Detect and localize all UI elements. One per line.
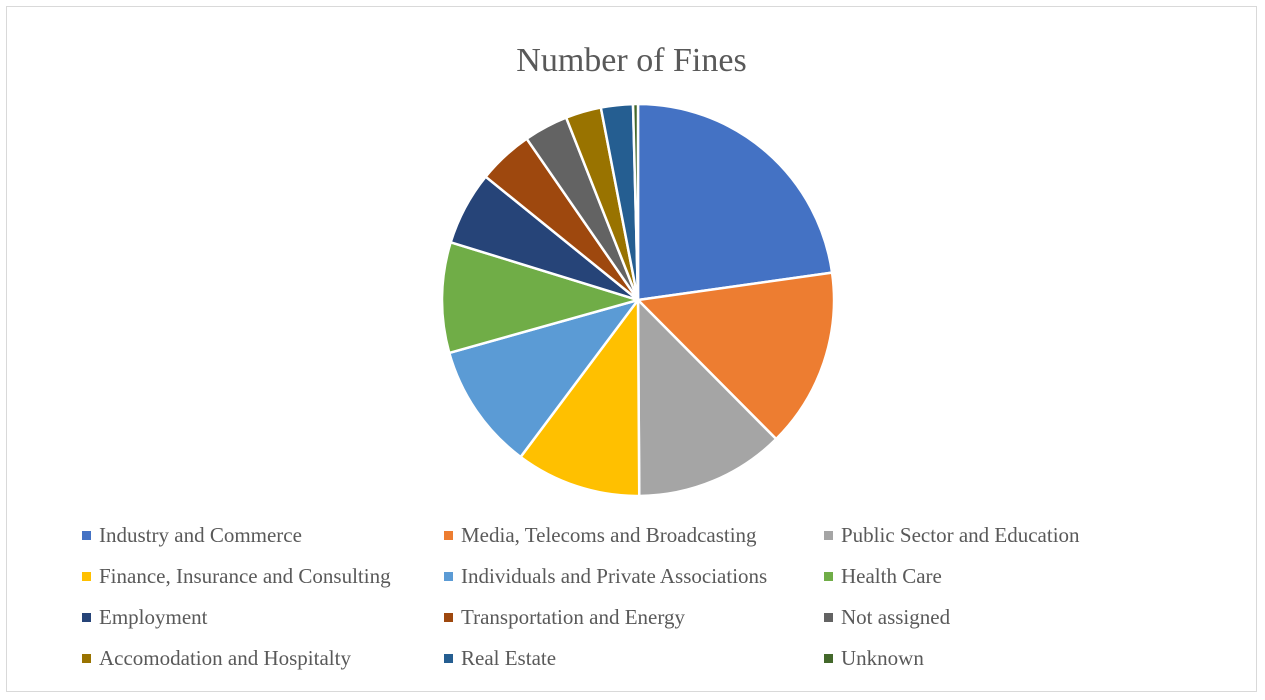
pie-slice-public-sector-and-education	[636, 298, 778, 498]
pie-slice-industry-and-commerce	[636, 102, 834, 302]
legend-label: Individuals and Private Associations	[461, 564, 768, 588]
chart-frame: Number of Fines Industry and Commerce Med…	[6, 6, 1257, 692]
legend-label: Unknown	[841, 646, 924, 670]
legend-swatch	[824, 653, 833, 663]
legend-item-transportation-and-energy: Transportation and Energy	[444, 605, 685, 629]
legend-label: Finance, Insurance and Consulting	[99, 564, 391, 588]
legend-item-individuals-and-private-associations: Individuals and Private Associations	[444, 564, 767, 588]
legend-item-health-care: Health Care	[824, 564, 942, 588]
legend-item-unknown: Unknown	[824, 646, 924, 670]
legend-swatch	[444, 612, 453, 622]
legend-swatch	[82, 653, 91, 663]
pie-slice-health-care	[440, 241, 640, 355]
legend-item-not-assigned: Not assigned	[824, 605, 950, 629]
legend-label: Public Sector and Education	[841, 523, 1080, 547]
legend-swatch	[824, 571, 833, 581]
legend-label: Health Care	[841, 564, 942, 588]
legend-item-finance-insurance-and-consulting: Finance, Insurance and Consulting	[82, 564, 391, 588]
pie-chart	[440, 102, 836, 498]
legend-swatch	[824, 612, 833, 622]
legend-item-media-telecoms-and-broadcasting: Media, Telecoms and Broadcasting	[444, 523, 757, 547]
legend-label: Industry and Commerce	[99, 523, 302, 547]
legend-label: Accomodation and Hospitalty	[99, 646, 351, 670]
legend-swatch	[444, 530, 453, 540]
legend-swatch	[824, 530, 833, 540]
legend-label: Not assigned	[841, 605, 951, 629]
legend-swatch	[82, 612, 91, 622]
legend-item-industry-and-commerce: Industry and Commerce	[82, 523, 302, 547]
legend-label: Employment	[99, 605, 208, 629]
legend-label: Transportation and Energy	[461, 605, 685, 629]
pie-slice-unknown	[631, 102, 640, 302]
legend-item-employment: Employment	[82, 605, 208, 629]
pie-slice-media-telecoms-and-broadcasting	[636, 271, 836, 441]
legend-label: Media, Telecoms and Broadcasting	[461, 523, 757, 547]
legend-swatch	[82, 530, 91, 540]
legend-item-accomodation-and-hospitalty: Accomodation and Hospitalty	[82, 646, 351, 670]
legend-item-public-sector-and-education: Public Sector and Education	[824, 523, 1080, 547]
legend-swatch	[82, 571, 91, 581]
legend-swatch	[444, 571, 453, 581]
pie-slice-finance-insurance-and-consulting	[519, 298, 641, 498]
pie-slice-individuals-and-private-associations	[448, 298, 640, 459]
chart-title: Number of Fines	[516, 42, 747, 79]
legend-swatch	[444, 653, 453, 663]
legend-label: Real Estate	[461, 646, 557, 670]
legend-item-real-estate: Real Estate	[444, 646, 556, 670]
